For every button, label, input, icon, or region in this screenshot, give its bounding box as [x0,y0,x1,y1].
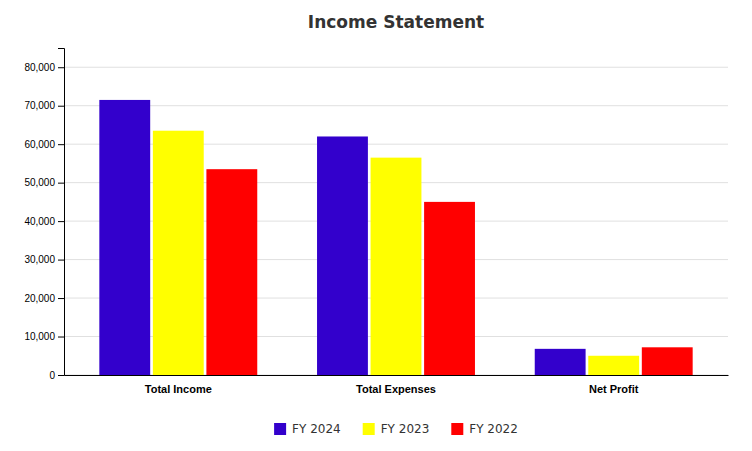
x-tick-label: Total Expenses [356,383,436,395]
legend: FY 2024 FY 2023 FY 2022 [274,422,518,436]
x-tick: Net Profit [589,383,639,395]
plot: 0 10,000 20,000 30,000 40,000 50,000 60,000 70,… [24,49,728,395]
chart: 0 10,000 20,000 30,000 40,000 50,000 60,000 70,… [0,0,752,451]
y-tick: 30,000 [24,254,64,265]
bar-series [99,100,585,375]
bar-series [153,131,639,375]
legend-label: FY 2024 [292,422,341,436]
grid-line [64,67,728,68]
y-tick: 50,000 [24,177,64,188]
title: Income Statement [308,12,484,32]
legend-item: FY 2022 [451,422,518,436]
bar-series [206,169,692,375]
bar [206,169,257,375]
y-tick-mark [58,298,64,299]
bar [371,158,422,375]
bars [99,100,692,375]
y-tick-mark [58,67,64,68]
y-tick: 80,000 [24,62,64,73]
y-tick-label: 0 [49,370,55,381]
y-axis: 0 10,000 20,000 30,000 40,000 50,000 60,000 70,… [24,49,64,381]
y-tick-label: 70,000 [24,100,55,111]
x-axis-line [65,375,729,376]
legend-item: FY 2024 [274,422,341,436]
y-tick-mark [58,144,64,145]
y-axis-line [58,49,65,376]
y-tick: 10,000 [24,331,64,342]
x-axis: Total Income Total Expenses Net Profit [65,376,729,395]
bar [535,349,586,375]
legend-item: FY 2023 [363,422,430,436]
legend-swatch [451,423,463,435]
grid-line [64,105,728,106]
y-tick: 40,000 [24,216,64,227]
y-tick-label: 50,000 [24,177,55,188]
y-tick: 70,000 [24,100,64,111]
bar [642,347,693,375]
y-tick-mark [58,260,64,261]
y-tick-mark [58,183,64,184]
y-tick-label: 40,000 [24,216,55,227]
y-tick-mark [58,337,64,338]
legend-swatch [274,423,286,435]
bar [424,202,475,375]
y-tick-label: 30,000 [24,254,55,265]
y-tick-mark [58,375,64,376]
y-tick-label: 60,000 [24,139,55,150]
y-tick-label: 10,000 [24,331,55,342]
y-tick-label: 20,000 [24,293,55,304]
bar [317,136,368,375]
y-tick-label: 80,000 [24,62,55,73]
bar [588,356,639,375]
legend-swatch [363,423,375,435]
bar [153,131,204,375]
y-tick: 20,000 [24,293,64,304]
y-tick: 60,000 [24,139,64,150]
x-tick: Total Income [145,383,212,395]
x-tick-label: Total Income [145,383,212,395]
y-tick-mark [58,106,64,107]
grid [64,67,728,375]
y-tick-mark [58,221,64,222]
x-tick-label: Net Profit [589,383,639,395]
x-tick: Total Expenses [356,383,436,395]
y-tick: 0 [49,370,64,381]
legend-label: FY 2022 [469,422,518,436]
bar [99,100,150,375]
legend-label: FY 2023 [381,422,430,436]
